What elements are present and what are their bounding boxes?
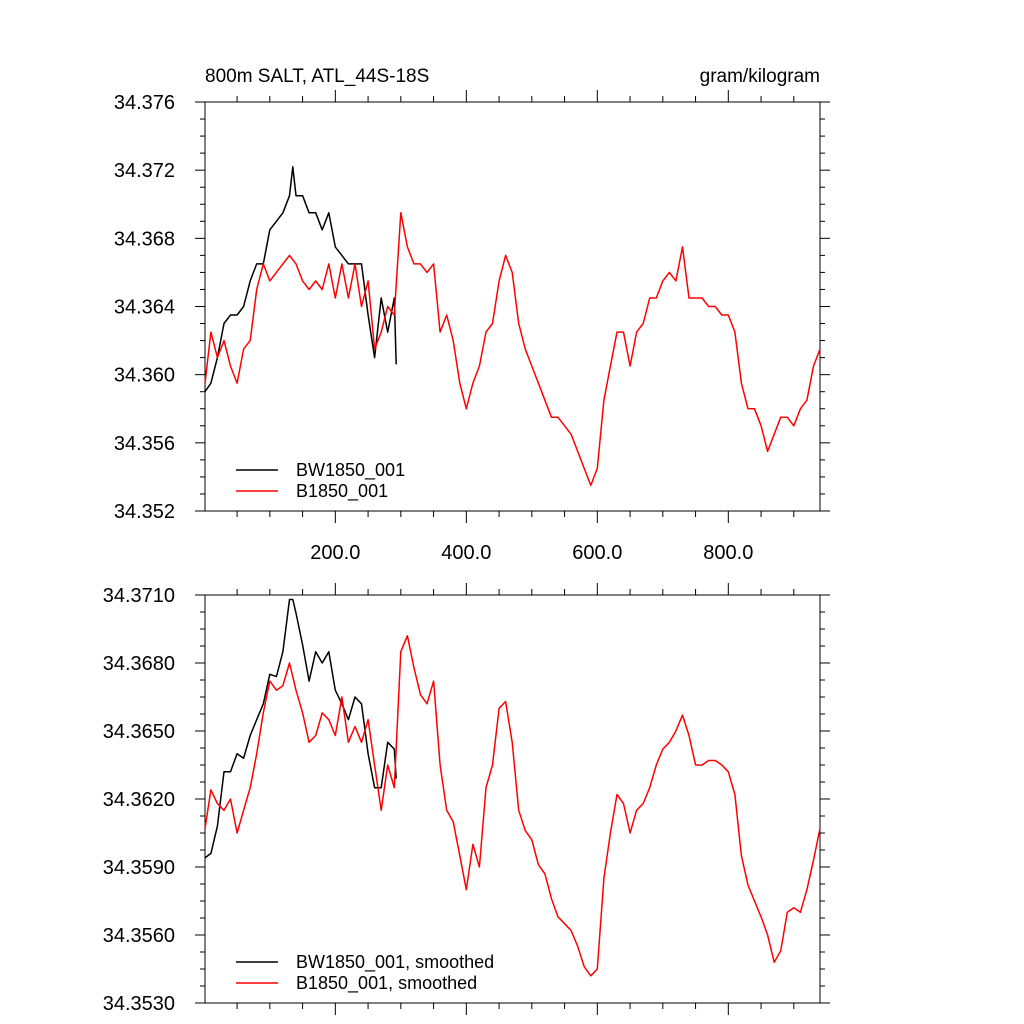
bottom-series-line-bw1850 <box>204 598 397 859</box>
top-y-tick-label: 34.376 <box>114 92 175 114</box>
top-y-tick-label: 34.364 <box>114 297 175 319</box>
top-panel-units-label: gram/kilogram <box>700 66 820 87</box>
top-panel-title: 800m SALT, ATL_44S-18S <box>205 66 429 87</box>
top-y-tick-label: 34.360 <box>114 365 175 387</box>
top-panel: 800m SALT, ATL_44S-18S gram/kilogram 34.… <box>114 66 830 564</box>
top-legend-label: B1850_001 <box>296 481 388 502</box>
bottom-y-tick-label: 34.3680 <box>103 653 175 675</box>
top-plot-frame <box>204 101 821 512</box>
bottom-y-tick-label: 34.3620 <box>103 789 175 811</box>
top-series-line-bw1850 <box>204 166 397 393</box>
top-x-tick-label: 600.0 <box>572 542 622 564</box>
bottom-y-tick-label: 34.3560 <box>103 925 175 947</box>
top-x-tick-label: 800.0 <box>703 542 753 564</box>
top-plot-area: 34.352 34.356 34.360 34.364 34.368 34.372 34.3… <box>114 90 830 564</box>
top-x-tick-label: 400.0 <box>441 542 491 564</box>
bottom-y-tick-label: 34.3530 <box>103 993 175 1015</box>
bottom-legend-label: B1850_001, smoothed <box>296 973 477 994</box>
top-series-line-b1850 <box>204 212 821 487</box>
top-legend-label: BW1850_001 <box>296 460 405 481</box>
bottom-legend-label: BW1850_001, smoothed <box>296 952 494 973</box>
bottom-plot-area: 34.3530 34.3560 34.3590 34.3620 34.3650 34.36… <box>103 583 830 1015</box>
top-y-tick-label: 34.356 <box>114 433 175 455</box>
top-y-tick-label: 34.352 <box>114 501 175 523</box>
bottom-series-line-b1850 <box>204 635 821 977</box>
top-x-tick-label: 200.0 <box>310 542 360 564</box>
bottom-y-tick-label: 34.3710 <box>103 585 175 607</box>
bottom-panel: 34.3530 34.3560 34.3590 34.3620 34.3650 34.36… <box>103 583 830 1015</box>
top-y-tick-label: 34.368 <box>114 228 175 250</box>
bottom-y-tick-label: 34.3650 <box>103 721 175 743</box>
bottom-plot-frame <box>204 594 821 1004</box>
top-y-tick-label: 34.372 <box>114 160 175 182</box>
bottom-y-tick-label: 34.3590 <box>103 857 175 879</box>
